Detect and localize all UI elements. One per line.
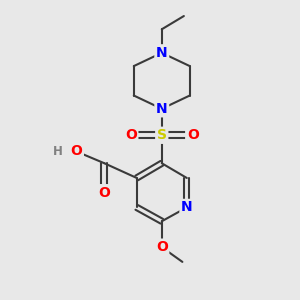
Text: H: H [53, 145, 63, 158]
Text: S: S [157, 128, 167, 142]
Text: N: N [156, 102, 168, 116]
Text: O: O [156, 240, 168, 254]
Text: N: N [156, 46, 168, 60]
Text: O: O [187, 128, 199, 142]
Text: O: O [125, 128, 137, 142]
Text: N: N [181, 200, 193, 214]
Text: O: O [70, 145, 82, 158]
Text: O: O [98, 186, 110, 200]
